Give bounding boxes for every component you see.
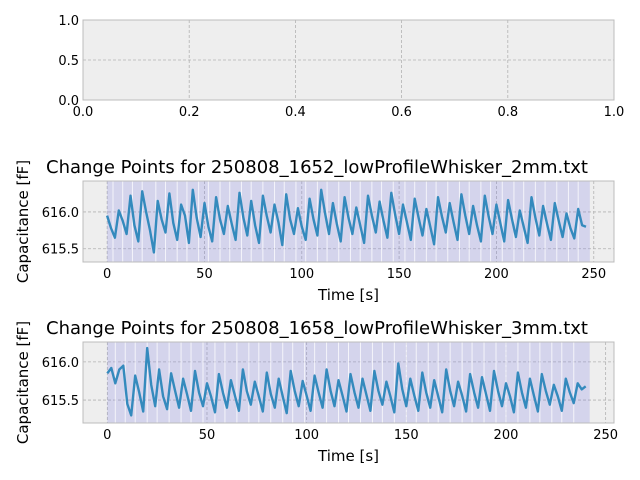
x-tick-label: 150: [394, 428, 419, 443]
y-tick-label: 1.0: [58, 14, 79, 29]
plot-frame: [82, 341, 615, 424]
x-tick-label: 250: [593, 428, 618, 443]
x-axis-label: Time [s]: [317, 447, 379, 465]
change-points-panel-3mm: Change Points for 250808_1658_lowProfile…: [14, 318, 618, 465]
tick-labels: 0 50 100 150 200 250 615.5 616.0: [42, 356, 618, 443]
y-axis-label: Capacitance [fF]: [14, 160, 32, 283]
x-tick-label: 250: [581, 267, 606, 282]
data-layer: [106, 342, 590, 423]
y-tick-label: 0.0: [58, 94, 79, 109]
x-tick-label: 0.6: [391, 105, 412, 120]
x-tick-label: 0: [103, 267, 111, 282]
x-tick-label: 0: [103, 428, 111, 443]
y-tick-label: 0.5: [58, 54, 79, 69]
x-tick-label: 100: [289, 267, 314, 282]
x-axis-label: Time [s]: [317, 286, 379, 304]
x-tick-label: 0.2: [179, 105, 200, 120]
y-tick-label: 616.0: [42, 356, 79, 371]
y-tick-label: 615.5: [42, 394, 79, 409]
x-tick-label: 0.8: [497, 105, 518, 120]
chart-title: Change Points for 250808_1658_lowProfile…: [46, 318, 588, 339]
tick-labels: 0 50 100 150 200 250 615.5 616.0: [42, 206, 606, 282]
empty-axes-panel: 0.0 0.2 0.4 0.6 0.8 1.0 0.0 0.5 1.0: [58, 14, 624, 120]
change-points-panel-2mm: Change Points for 250808_1652_lowProfile…: [14, 157, 615, 304]
plot-frame: [82, 19, 615, 101]
x-tick-label: 200: [494, 428, 519, 443]
x-tick-label: 200: [484, 267, 509, 282]
tick-labels: 0.0 0.2 0.4 0.6 0.8 1.0 0.0 0.5 1.0: [58, 14, 624, 120]
x-tick-label: 150: [387, 267, 412, 282]
capacitance-series-line: [105, 188, 587, 254]
x-tick-label: 0.4: [285, 105, 306, 120]
chart-title: Change Points for 250808_1652_lowProfile…: [46, 157, 588, 178]
capacitance-series-line: [106, 346, 587, 417]
y-axis-label: Capacitance [fF]: [14, 321, 32, 444]
x-tick-label: 50: [196, 267, 213, 282]
x-tick-label: 0.0: [73, 105, 94, 120]
y-tick-label: 616.0: [42, 206, 79, 221]
y-tick-label: 615.5: [42, 243, 79, 258]
x-tick-label: 1.0: [604, 105, 625, 120]
plot-frame: [82, 180, 615, 263]
x-tick-label: 100: [294, 428, 319, 443]
x-tick-label: 50: [199, 428, 216, 443]
data-layer: [105, 181, 590, 262]
